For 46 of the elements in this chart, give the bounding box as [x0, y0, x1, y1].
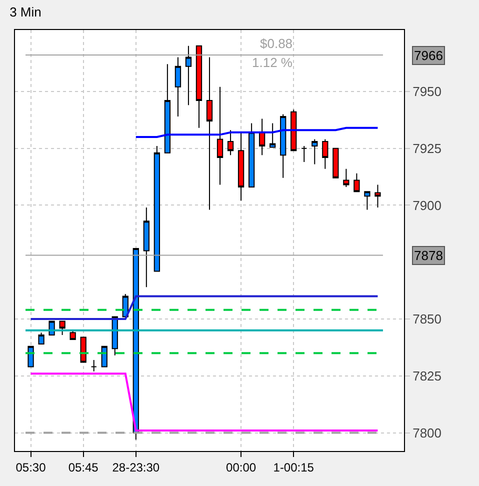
- candlestick: [332, 148, 339, 178]
- x-tick-label: 05:30: [16, 460, 46, 474]
- candlestick: [322, 138, 328, 170]
- candlestick: [280, 114, 286, 178]
- x-tick-label: 05:45: [68, 460, 99, 474]
- y-tick-label: 7900: [412, 198, 442, 213]
- candlestick: [185, 45, 192, 106]
- candlestick: [238, 132, 244, 202]
- candlestick: [312, 138, 318, 165]
- candlestick: [301, 146, 308, 162]
- candlestick: [38, 332, 44, 345]
- candlestick: [70, 330, 76, 340]
- y-tick-label: 7825: [412, 368, 442, 384]
- ref-line-label: 7966: [414, 48, 443, 63]
- annotation: 1.12 %: [252, 55, 293, 70]
- candlestick: [154, 146, 160, 272]
- candlestick: [90, 359, 97, 372]
- y-tick-label: 7800: [412, 425, 442, 440]
- candlestick: [227, 130, 234, 156]
- candlestick: [206, 56, 213, 210]
- x-tick-label: 1-00:15: [273, 460, 314, 474]
- x-tick-label: 00:00: [226, 460, 256, 474]
- candlestick: [174, 56, 182, 117]
- y-tick-label: 7850: [412, 312, 442, 327]
- candlestick: [354, 172, 360, 192]
- y-tick-label: 7925: [412, 140, 442, 156]
- candlestick: [143, 207, 150, 288]
- chart-title: 3 Min: [10, 4, 42, 20]
- candlestick: [59, 320, 66, 336]
- candlestick: [196, 45, 202, 128]
- candlestick: [216, 86, 224, 186]
- annotation: $0.88: [260, 36, 293, 51]
- candlestick: [28, 346, 34, 368]
- ref-line-label: 7878: [414, 248, 443, 263]
- candlestick: [80, 336, 86, 363]
- candlestick: [164, 64, 171, 154]
- candlestick: [270, 122, 276, 148]
- line-series: [134, 126, 379, 138]
- candlestick: [374, 184, 381, 208]
- candlestick: [364, 191, 370, 210]
- y-tick-label: 7950: [412, 84, 442, 99]
- x-tick-label: 28-23:30: [112, 460, 160, 474]
- candlestick: [248, 122, 255, 188]
- candlestick: [290, 109, 297, 152]
- candlestick: [343, 168, 350, 188]
- candlestick: [258, 118, 266, 156]
